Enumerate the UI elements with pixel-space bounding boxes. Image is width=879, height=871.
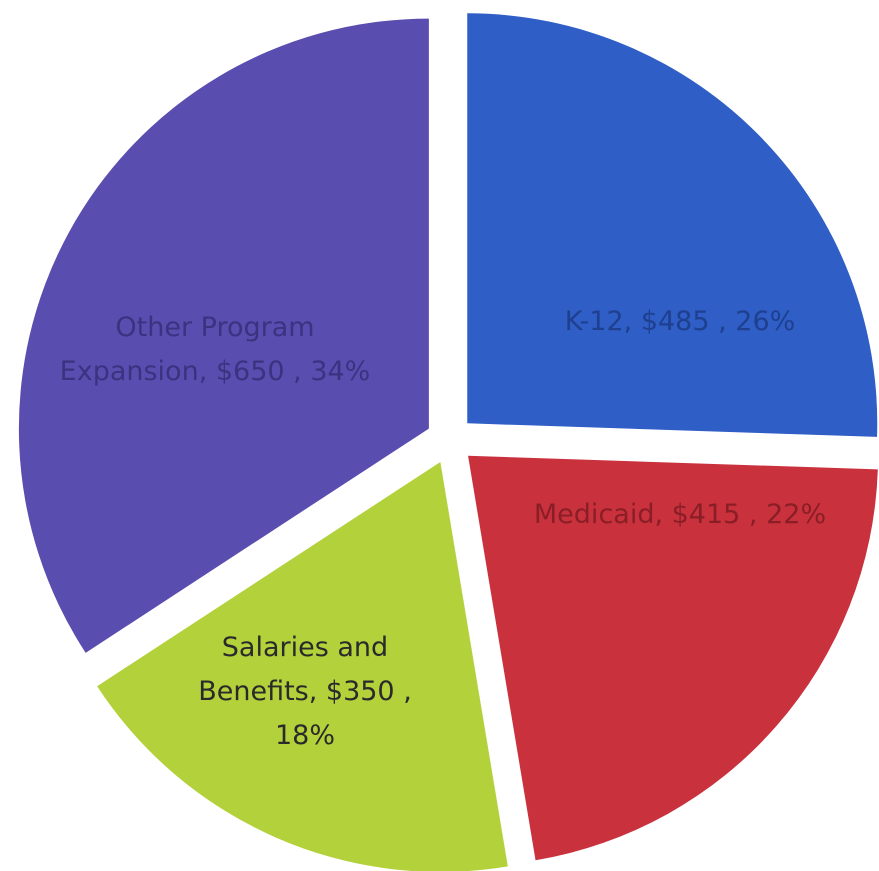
pie-slice — [97, 461, 508, 871]
slice-label: Medicaid, $415 , 22% — [534, 499, 826, 530]
slice-label-line: Salaries and — [222, 632, 388, 663]
slice-label-line: 18% — [275, 720, 335, 751]
pie-slice — [18, 18, 429, 653]
slice-label-line: K-12, $485 , 26% — [565, 306, 796, 337]
pie-slice — [468, 455, 878, 861]
slice-label-line: Benefits, $350 , — [198, 676, 412, 707]
slice-label: Other Program Expansion, $650 , 34% — [60, 312, 371, 387]
slice-label: Salaries and Benefits, $350 , 18% — [198, 632, 412, 751]
slice-label-line: Medicaid, $415 , 22% — [534, 499, 826, 530]
slice-label-line: Expansion, $650 , 34% — [60, 356, 371, 387]
pie-slice — [467, 13, 878, 437]
slice-label-line: Other Program — [115, 312, 314, 343]
slice-label: K-12, $485 , 26% — [565, 306, 796, 337]
